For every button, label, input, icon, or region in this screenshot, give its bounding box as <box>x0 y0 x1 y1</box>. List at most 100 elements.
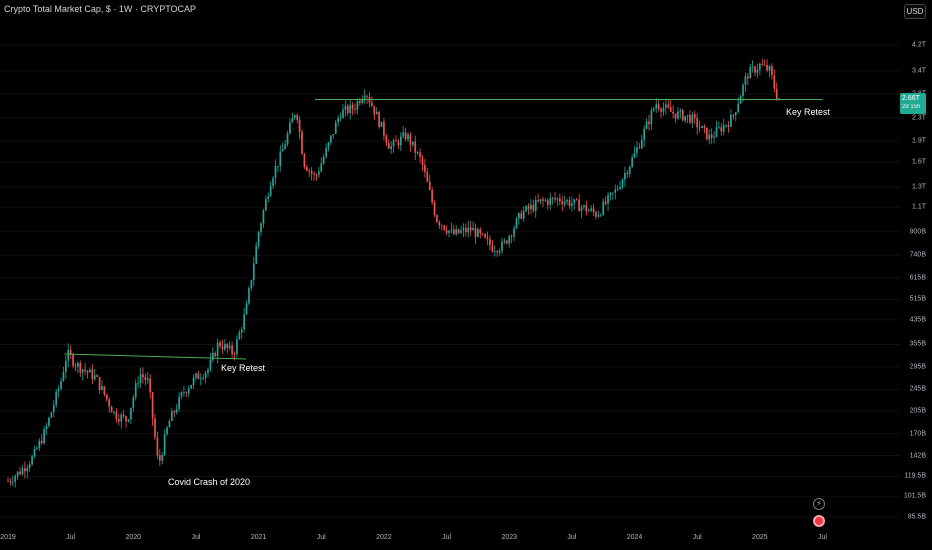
candle-body <box>149 378 152 393</box>
candle-body <box>657 104 660 109</box>
candle-body <box>638 147 641 149</box>
candle-body <box>265 199 267 211</box>
candle-body <box>207 369 209 373</box>
candle-body <box>26 467 29 472</box>
candle-body <box>689 114 691 123</box>
candle-body <box>91 369 94 380</box>
candle-body <box>546 200 549 205</box>
x-tick-label: Jul <box>567 534 577 541</box>
candle-body <box>395 140 397 142</box>
candle-body <box>296 115 299 120</box>
candle-body <box>358 101 361 103</box>
candle-body <box>691 114 694 123</box>
x-tick-label: Jul <box>316 534 326 541</box>
candle-body <box>665 104 667 108</box>
candle-body <box>778 98 780 100</box>
price-axis[interactable]: 4.2T3.4T2.8T2.3T1.9T1.6T1.3T1.1T900B740B… <box>900 0 932 530</box>
covid-crash-annotation: Covid Crash of 2020 <box>168 477 251 487</box>
x-tick-label: 2019 <box>0 534 16 541</box>
candle-body <box>720 127 723 132</box>
time-axis[interactable]: 2019 Jul 2020 Jul 2021 Jul 2022 Jul 2023 Jul 2024 J… <box>0 530 900 550</box>
candle-body <box>563 201 566 205</box>
candle-body <box>346 105 349 114</box>
candle-body <box>171 411 173 421</box>
candle-body <box>240 329 243 333</box>
lightning-icon[interactable]: ⚡ <box>813 498 825 510</box>
candle-body <box>508 236 511 244</box>
price-chart[interactable] <box>0 0 900 530</box>
candle-body <box>168 420 171 428</box>
x-tick-label: Jul <box>692 534 702 541</box>
candle-body <box>530 204 532 209</box>
candle-body <box>166 427 168 435</box>
candle-body <box>551 197 554 199</box>
candle-body <box>655 104 658 109</box>
candle-body <box>310 170 313 174</box>
key-retest-annotation-1: Key Retest <box>221 363 266 373</box>
candle-body <box>77 362 79 367</box>
candle-body <box>544 200 547 202</box>
candle-body <box>440 225 443 227</box>
candle-body <box>57 388 60 392</box>
candle-body <box>226 344 229 348</box>
candle-body <box>713 136 715 138</box>
candle-body <box>375 111 378 115</box>
candle-body <box>245 303 248 315</box>
candle-body <box>349 104 352 114</box>
candle-body <box>130 407 132 420</box>
candle-body <box>626 173 629 175</box>
candle-body <box>356 101 359 110</box>
candle-body <box>190 384 192 389</box>
candle-body <box>238 332 241 340</box>
candle-body <box>424 164 426 173</box>
candle-body <box>599 214 602 216</box>
candle-body <box>86 370 89 373</box>
candle-body <box>640 139 643 149</box>
candle-body <box>187 388 190 394</box>
candle-body <box>272 178 274 186</box>
candle-body <box>715 127 718 137</box>
y-tick-label: 1.9T <box>911 137 926 145</box>
candle-body <box>510 236 513 237</box>
candle-body <box>580 207 583 212</box>
candle-body <box>209 359 212 370</box>
candle-body <box>163 434 166 455</box>
currency-button[interactable]: USD <box>904 4 926 19</box>
event-flag-icon[interactable] <box>813 515 825 527</box>
candle-body <box>250 279 253 289</box>
candle-body <box>84 369 86 371</box>
candle-body <box>590 208 593 211</box>
candle-body <box>407 134 409 140</box>
x-tick-label: 2022 <box>376 534 392 541</box>
candle-body <box>467 227 470 233</box>
candle-body <box>674 113 677 119</box>
candle-body <box>305 166 308 171</box>
candle-body <box>291 117 294 123</box>
candle-body <box>154 418 156 438</box>
candle-body <box>573 199 576 204</box>
candle-body <box>274 166 277 179</box>
candle-body <box>127 419 130 422</box>
candle-body <box>614 189 617 193</box>
y-tick-label: 435B <box>909 316 926 324</box>
x-tick-label: 2024 <box>626 534 643 541</box>
candle-body <box>351 104 354 110</box>
candle-body <box>260 223 262 233</box>
candle-body <box>33 448 36 457</box>
candle-body <box>289 122 291 134</box>
candle-body <box>491 245 494 252</box>
candle-body <box>132 397 135 408</box>
candle-body <box>710 134 713 138</box>
candle-body <box>315 174 318 176</box>
x-tick-label: Jul <box>442 534 452 541</box>
candle-body <box>643 128 646 140</box>
candle-body <box>628 166 631 175</box>
candle-body <box>52 405 55 413</box>
candle-body <box>734 112 737 116</box>
candle-body <box>79 362 82 373</box>
candle-body <box>761 63 764 65</box>
candle-body <box>134 383 137 398</box>
candle-body <box>457 229 460 233</box>
candle-body <box>298 119 301 132</box>
y-tick-label: 1.3T <box>911 183 926 191</box>
